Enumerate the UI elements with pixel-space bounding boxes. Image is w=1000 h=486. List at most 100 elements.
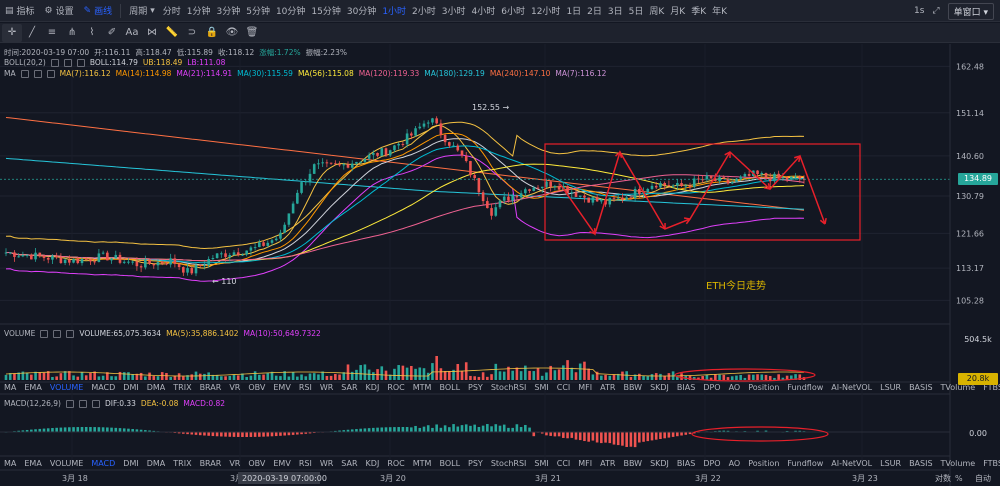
indicator-tab-mfi[interactable]: MFI (578, 383, 593, 392)
indicator-tab-ema[interactable]: EMA (24, 383, 42, 392)
indicator-tab-basis[interactable]: BASIS (909, 459, 933, 468)
refresh-interval[interactable]: 1s (913, 6, 925, 16)
timeframe-2[interactable]: 3分钟 (216, 7, 241, 17)
indicator-tab-bbw[interactable]: BBW (623, 459, 643, 468)
indicator-tab-psy[interactable]: PSY (468, 383, 483, 392)
timeframe-18[interactable]: 月K (670, 7, 686, 17)
timeframe-17[interactable]: 周K (649, 7, 665, 17)
indicator-tab-ma[interactable]: MA (4, 459, 17, 468)
settings-button[interactable]: ⚙ 设置 (40, 0, 79, 22)
close-icon[interactable] (66, 329, 75, 338)
indicator-button[interactable]: ▤ 指标 (0, 0, 40, 22)
indicator-tab-sar[interactable]: SAR (341, 459, 358, 468)
indicator-tab-tvolume[interactable]: TVolume (940, 383, 976, 392)
indicator-tab-boll[interactable]: BOLL (439, 459, 461, 468)
indicator-tab-stochrsi[interactable]: StochRSI (490, 383, 527, 392)
timeframe-1[interactable]: 1分钟 (186, 7, 211, 17)
indicator-tab-dpo[interactable]: DPO (703, 383, 721, 392)
indicator-tab-cci[interactable]: CCI (556, 383, 571, 392)
indicator-tab-roc[interactable]: ROC (387, 459, 405, 468)
timeframe-7[interactable]: 1小时 (382, 7, 407, 17)
indicator-tab-skdj[interactable]: SKDJ (650, 383, 669, 392)
chart-area[interactable]: 152.55 → ← 110 ETH今日走势 162.48 151.14 140.60 1… (0, 44, 1000, 486)
settings-icon[interactable] (78, 399, 87, 408)
indicator-tab-macd[interactable]: MACD (91, 383, 116, 392)
close-icon[interactable] (76, 58, 85, 67)
indicator-tab-dma[interactable]: DMA (146, 383, 166, 392)
pitchfork-icon[interactable]: ⋔ (67, 27, 77, 38)
timeframe-3[interactable]: 5分钟 (246, 7, 270, 17)
indicator-tab-psy[interactable]: PSY (468, 459, 483, 468)
indicator-tab-atr[interactable]: ATR (600, 383, 616, 392)
timeframe-15[interactable]: 3日 (607, 7, 623, 17)
indicator-tab-fundflow[interactable]: Fundflow (787, 383, 824, 392)
horizontal-line-icon[interactable]: ≡ (47, 27, 57, 38)
indicator-tab-brar[interactable]: BRAR (199, 383, 222, 392)
timeframe-8[interactable]: 2小时 (412, 7, 436, 17)
indicator-tab-skdj[interactable]: SKDJ (650, 459, 669, 468)
indicator-tab-macd[interactable]: MACD (91, 459, 116, 468)
path-icon[interactable]: ⌇ (89, 27, 95, 38)
pattern-icon[interactable]: ⋈ (147, 27, 157, 38)
indicator-tab-ao[interactable]: AO (728, 459, 741, 468)
indicator-tab-brar[interactable]: BRAR (199, 459, 222, 468)
lock-icon[interactable]: 🔒 (205, 27, 219, 38)
visibility-icon[interactable] (40, 329, 49, 338)
text-icon[interactable]: Aa (125, 27, 139, 38)
indicator-tab-ai-netvol[interactable]: AI-NetVOL (831, 459, 873, 468)
timeframe-12[interactable]: 12小时 (530, 7, 561, 17)
timeframe-20[interactable]: 年K (712, 7, 727, 17)
indicator-tab-wr[interactable]: WR (319, 383, 334, 392)
settings-icon[interactable] (53, 329, 62, 338)
indicator-tab-position[interactable]: Position (748, 459, 780, 468)
indicator-tab-dmi[interactable]: DMI (123, 459, 139, 468)
chart-canvas[interactable]: 152.55 →← 110 ETH今日走势 162.48151.14140.601… (0, 44, 1000, 486)
indicator-tab-stochrsi[interactable]: StochRSI (490, 459, 527, 468)
indicator-tab-trix[interactable]: TRIX (173, 459, 192, 468)
indicator-tab-ai-netvol[interactable]: AI-NetVOL (831, 383, 873, 392)
indicator-tab-mtm[interactable]: MTM (412, 383, 432, 392)
indicator-tab-atr[interactable]: ATR (600, 459, 616, 468)
indicator-tab-sar[interactable]: SAR (341, 383, 358, 392)
visibility-icon[interactable] (65, 399, 74, 408)
timeframe-9[interactable]: 3小时 (441, 7, 466, 17)
indicator-tab-ao[interactable]: AO (728, 383, 741, 392)
indicator-tab-kdj[interactable]: KDJ (365, 383, 380, 392)
indicator-tab-smi[interactable]: SMI (534, 459, 549, 468)
indicator-tab-dpo[interactable]: DPO (703, 459, 721, 468)
timeframe-4[interactable]: 10分钟 (275, 7, 306, 17)
indicator-tab-lsur[interactable]: LSUR (880, 459, 902, 468)
indicator-tab-dmi[interactable]: DMI (123, 383, 139, 392)
timeframe-19[interactable]: 季K (691, 7, 707, 17)
indicator-tab-mfi[interactable]: MFI (578, 459, 593, 468)
indicator-tab-bias[interactable]: BIAS (676, 459, 696, 468)
indicator-tab-kdj[interactable]: KDJ (365, 459, 380, 468)
timeframe-5[interactable]: 15分钟 (311, 7, 341, 17)
indicator-tab-dma[interactable]: DMA (146, 459, 166, 468)
indicator-tab-obv[interactable]: OBV (248, 459, 266, 468)
indicator-tab-volume[interactable]: VOLUME (49, 383, 84, 392)
indicator-tab-cci[interactable]: CCI (556, 459, 571, 468)
timeframe-0[interactable]: 分时 (162, 7, 181, 17)
magnet-icon[interactable]: ⊃ (187, 27, 197, 38)
indicator-tab-vr[interactable]: VR (229, 383, 241, 392)
indicator-tab-position[interactable]: Position (748, 383, 780, 392)
indicator-tab-volume[interactable]: VOLUME (49, 459, 84, 468)
indicator-tab-rsi[interactable]: RSI (298, 383, 312, 392)
indicator-tab-ema[interactable]: EMA (24, 459, 42, 468)
timeframe-14[interactable]: 2日 (587, 7, 602, 17)
trendline-icon[interactable]: ╱ (28, 27, 36, 38)
indicator-tab-trix[interactable]: TRIX (173, 383, 192, 392)
indicator-tab-emv[interactable]: EMV (273, 383, 291, 392)
crosshair-icon[interactable]: ✛ (2, 23, 22, 42)
indicator-tab-rsi[interactable]: RSI (298, 459, 312, 468)
timeframe-6[interactable]: 30分钟 (346, 7, 377, 17)
draw-button[interactable]: ✎ 画线 (79, 0, 118, 22)
period-dropdown[interactable]: 周期 ▾ (124, 0, 160, 22)
indicator-tab-boll[interactable]: BOLL (439, 383, 461, 392)
indicator-tab-fundflow[interactable]: Fundflow (787, 459, 824, 468)
ruler-icon[interactable]: 📏 (165, 27, 179, 38)
indicator-tab-ftbs[interactable]: FTBS (983, 459, 1000, 468)
trash-icon[interactable]: 🗑 (245, 27, 259, 38)
settings-icon[interactable] (63, 58, 72, 67)
